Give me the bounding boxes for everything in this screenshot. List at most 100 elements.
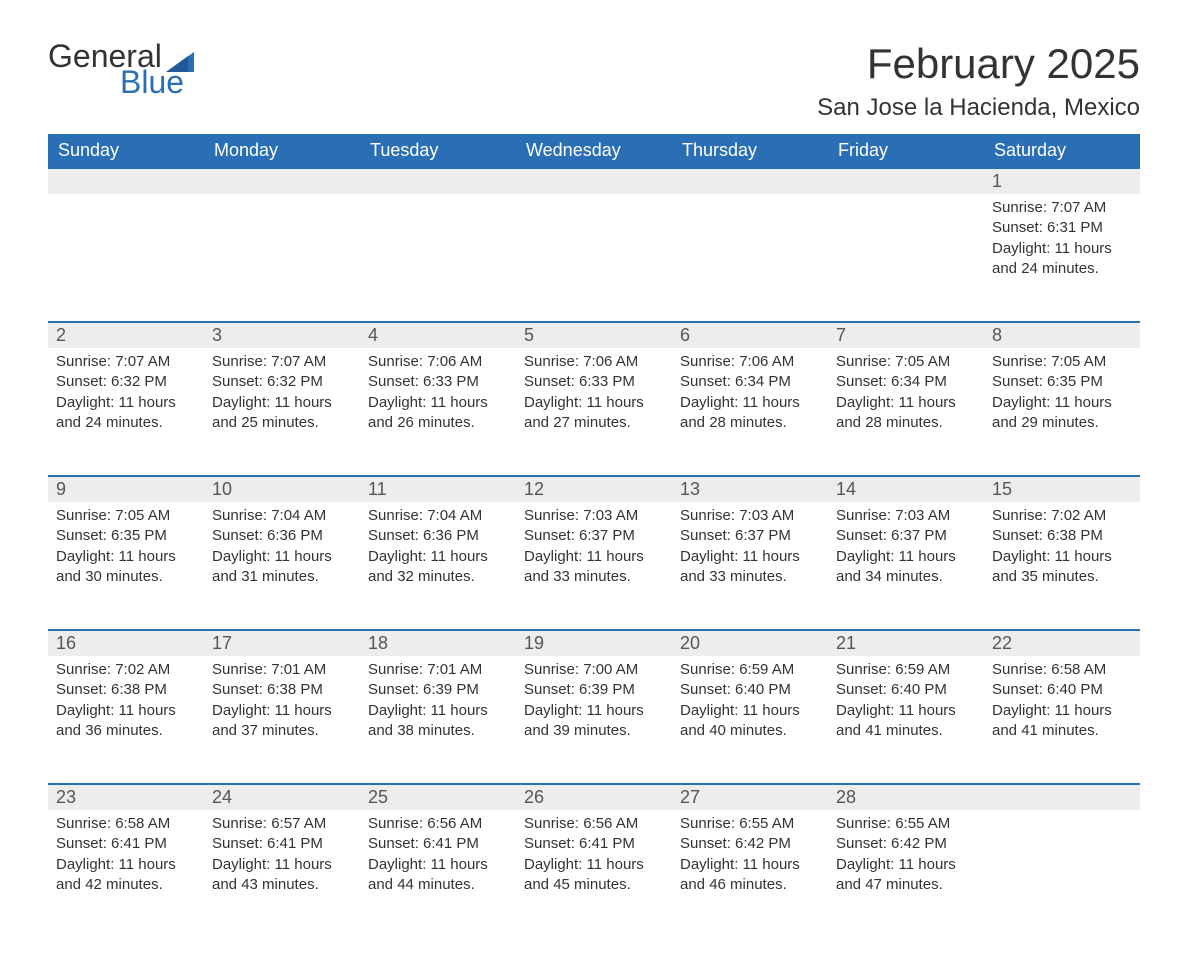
daylight-text: Daylight: 11 hours and 38 minutes. <box>368 701 508 742</box>
daylight-text: Daylight: 11 hours and 33 minutes. <box>680 547 820 588</box>
daylight-text: Daylight: 11 hours and 37 minutes. <box>212 701 352 742</box>
sunrise-text: Sunrise: 7:07 AM <box>212 352 352 372</box>
sunset-text: Sunset: 6:31 PM <box>992 218 1132 238</box>
day-number: 22 <box>992 633 1012 653</box>
daylight-text: Daylight: 11 hours and 43 minutes. <box>212 855 352 896</box>
day-cell: Sunrise: 7:03 AMSunset: 6:37 PMDaylight:… <box>828 502 984 630</box>
day-number: 25 <box>368 787 388 807</box>
sunset-text: Sunset: 6:33 PM <box>524 372 664 392</box>
daynum-cell <box>828 168 984 194</box>
sunset-text: Sunset: 6:38 PM <box>212 680 352 700</box>
weekday-header: Wednesday <box>516 134 672 168</box>
day-number: 14 <box>836 479 856 499</box>
day-number: 6 <box>680 325 690 345</box>
daynum-cell: 2 <box>48 322 204 348</box>
sunset-text: Sunset: 6:35 PM <box>992 372 1132 392</box>
sunset-text: Sunset: 6:38 PM <box>992 526 1132 546</box>
sunset-text: Sunset: 6:34 PM <box>680 372 820 392</box>
day-cell: Sunrise: 6:59 AMSunset: 6:40 PMDaylight:… <box>672 656 828 784</box>
daylight-text: Daylight: 11 hours and 26 minutes. <box>368 393 508 434</box>
sunset-text: Sunset: 6:38 PM <box>56 680 196 700</box>
day-number: 7 <box>836 325 846 345</box>
day-cell <box>48 194 204 322</box>
daylight-text: Daylight: 11 hours and 31 minutes. <box>212 547 352 588</box>
sunset-text: Sunset: 6:32 PM <box>56 372 196 392</box>
daylight-text: Daylight: 11 hours and 32 minutes. <box>368 547 508 588</box>
daynum-cell: 16 <box>48 630 204 656</box>
daynum-cell: 7 <box>828 322 984 348</box>
day-number: 28 <box>836 787 856 807</box>
sunrise-text: Sunrise: 7:05 AM <box>992 352 1132 372</box>
weekday-header: Tuesday <box>360 134 516 168</box>
sunset-text: Sunset: 6:41 PM <box>212 834 352 854</box>
sunset-text: Sunset: 6:32 PM <box>212 372 352 392</box>
sunset-text: Sunset: 6:39 PM <box>368 680 508 700</box>
daylight-text: Daylight: 11 hours and 30 minutes. <box>56 547 196 588</box>
daylight-text: Daylight: 11 hours and 44 minutes. <box>368 855 508 896</box>
daynum-row: 9101112131415 <box>48 476 1140 502</box>
sunset-text: Sunset: 6:37 PM <box>524 526 664 546</box>
weekday-header: Sunday <box>48 134 204 168</box>
day-number: 15 <box>992 479 1012 499</box>
sunset-text: Sunset: 6:40 PM <box>836 680 976 700</box>
sunrise-text: Sunrise: 6:57 AM <box>212 814 352 834</box>
daylight-text: Daylight: 11 hours and 33 minutes. <box>524 547 664 588</box>
daynum-row: 2345678 <box>48 322 1140 348</box>
day-cell: Sunrise: 7:05 AMSunset: 6:35 PMDaylight:… <box>984 348 1140 476</box>
day-number: 18 <box>368 633 388 653</box>
daynum-cell: 15 <box>984 476 1140 502</box>
sunset-text: Sunset: 6:41 PM <box>524 834 664 854</box>
sunrise-text: Sunrise: 7:03 AM <box>836 506 976 526</box>
day-cell: Sunrise: 7:07 AMSunset: 6:32 PMDaylight:… <box>48 348 204 476</box>
day-cell <box>204 194 360 322</box>
day-cell: Sunrise: 7:02 AMSunset: 6:38 PMDaylight:… <box>48 656 204 784</box>
daynum-cell: 28 <box>828 784 984 810</box>
daynum-cell <box>672 168 828 194</box>
daynum-cell <box>204 168 360 194</box>
daylight-text: Daylight: 11 hours and 25 minutes. <box>212 393 352 434</box>
logo: General Blue <box>48 40 194 98</box>
sunset-text: Sunset: 6:40 PM <box>992 680 1132 700</box>
day-cell: Sunrise: 6:55 AMSunset: 6:42 PMDaylight:… <box>828 810 984 938</box>
daynum-cell: 25 <box>360 784 516 810</box>
day-cell: Sunrise: 7:04 AMSunset: 6:36 PMDaylight:… <box>204 502 360 630</box>
sunrise-text: Sunrise: 7:06 AM <box>680 352 820 372</box>
daynum-cell: 23 <box>48 784 204 810</box>
daynum-cell: 1 <box>984 168 1140 194</box>
day-number: 19 <box>524 633 544 653</box>
daynum-cell <box>984 784 1140 810</box>
day-cell: Sunrise: 6:57 AMSunset: 6:41 PMDaylight:… <box>204 810 360 938</box>
daynum-cell: 4 <box>360 322 516 348</box>
sunset-text: Sunset: 6:34 PM <box>836 372 976 392</box>
calendar-table: Sunday Monday Tuesday Wednesday Thursday… <box>48 134 1140 938</box>
sunset-text: Sunset: 6:33 PM <box>368 372 508 392</box>
day-number: 26 <box>524 787 544 807</box>
daynum-cell: 13 <box>672 476 828 502</box>
daylight-text: Daylight: 11 hours and 45 minutes. <box>524 855 664 896</box>
week-row: Sunrise: 7:05 AMSunset: 6:35 PMDaylight:… <box>48 502 1140 630</box>
day-cell: Sunrise: 7:07 AMSunset: 6:32 PMDaylight:… <box>204 348 360 476</box>
day-number: 20 <box>680 633 700 653</box>
daynum-cell: 24 <box>204 784 360 810</box>
daynum-cell: 21 <box>828 630 984 656</box>
sunset-text: Sunset: 6:36 PM <box>212 526 352 546</box>
logo-text-blue: Blue <box>120 66 194 98</box>
sunrise-text: Sunrise: 7:03 AM <box>524 506 664 526</box>
daynum-cell: 22 <box>984 630 1140 656</box>
day-cell: Sunrise: 7:05 AMSunset: 6:35 PMDaylight:… <box>48 502 204 630</box>
day-cell: Sunrise: 7:06 AMSunset: 6:33 PMDaylight:… <box>516 348 672 476</box>
daynum-row: 1 <box>48 168 1140 194</box>
sunset-text: Sunset: 6:37 PM <box>836 526 976 546</box>
day-cell: Sunrise: 7:06 AMSunset: 6:33 PMDaylight:… <box>360 348 516 476</box>
daynum-cell: 9 <box>48 476 204 502</box>
sunrise-text: Sunrise: 6:55 AM <box>680 814 820 834</box>
daylight-text: Daylight: 11 hours and 46 minutes. <box>680 855 820 896</box>
day-number: 11 <box>368 479 387 499</box>
sunset-text: Sunset: 6:39 PM <box>524 680 664 700</box>
sunrise-text: Sunrise: 7:02 AM <box>56 660 196 680</box>
daynum-cell: 14 <box>828 476 984 502</box>
day-cell: Sunrise: 7:04 AMSunset: 6:36 PMDaylight:… <box>360 502 516 630</box>
daylight-text: Daylight: 11 hours and 28 minutes. <box>836 393 976 434</box>
sunrise-text: Sunrise: 6:59 AM <box>680 660 820 680</box>
sunset-text: Sunset: 6:42 PM <box>680 834 820 854</box>
